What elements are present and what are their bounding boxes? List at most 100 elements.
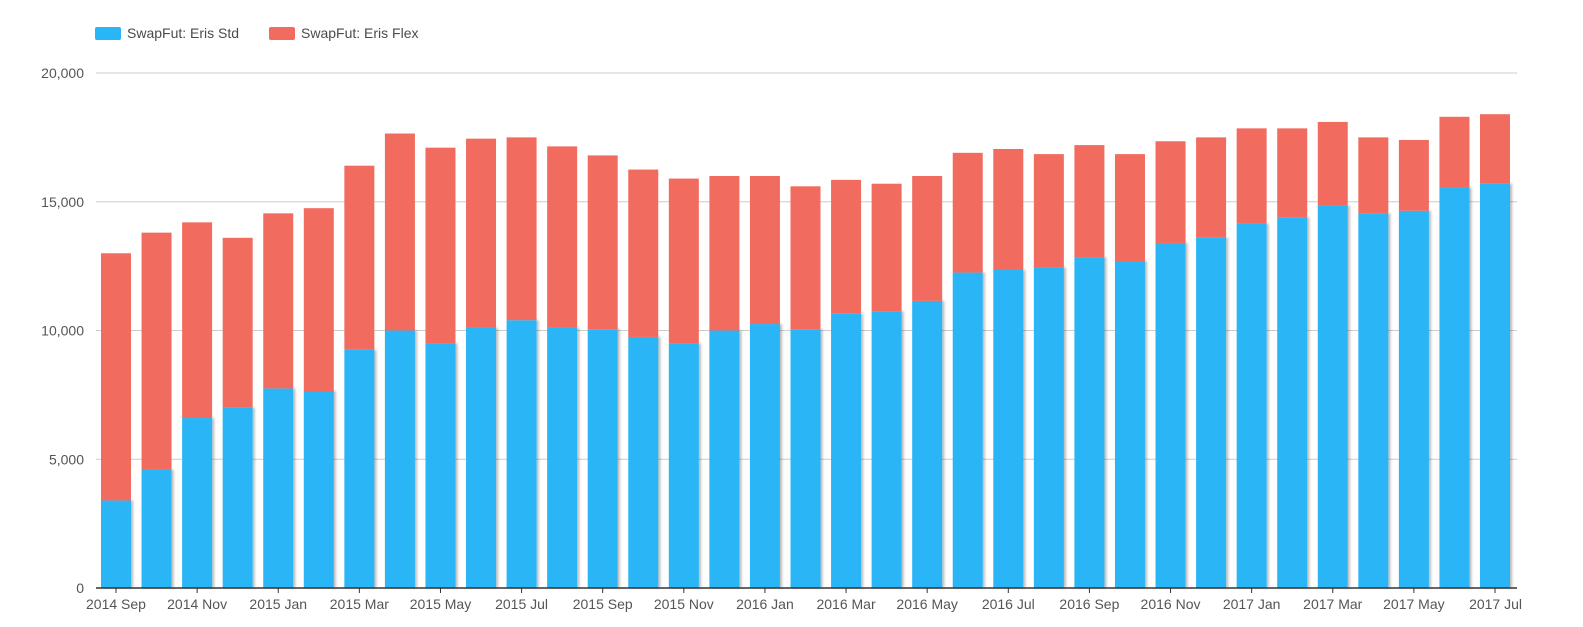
x-tick-label: 2017 Mar (1303, 596, 1362, 612)
x-tick-label: 2014 Nov (167, 596, 227, 612)
bar-segment-eris-flex (263, 213, 294, 389)
y-tick-label: 20,000 (41, 65, 84, 81)
legend-swatch-eris-flex (269, 26, 295, 40)
x-tick-label: 2015 May (410, 596, 471, 612)
bar-segment-eris-flex (182, 222, 213, 419)
bar-segment-eris-flex (1358, 137, 1389, 214)
bar-segment-eris-flex (384, 133, 415, 331)
bar-segment-eris-flex (547, 146, 578, 328)
bar-segment-eris-flex (709, 176, 740, 331)
x-tick-label: 2015 Sep (573, 596, 633, 612)
y-tick-label: 0 (76, 580, 84, 596)
bar-segment-eris-flex (1398, 139, 1429, 211)
bar-segment-eris-flex (1480, 114, 1510, 184)
bar-segment-eris-flex (668, 178, 699, 344)
bar-segment-eris-std (1196, 237, 1227, 589)
axis-layer: 0 5,000 10,000 15,000 20,000 2014 Sep 2014 Nov… (41, 65, 1522, 612)
legend-item-eris-flex[interactable]: SwapFut: Eris Flex (269, 24, 418, 42)
bar-segment-eris-flex (425, 147, 456, 344)
x-tick-label: 2016 May (896, 596, 957, 612)
bar-segment-eris-std (466, 327, 497, 588)
bar-segment-eris-std (993, 269, 1024, 588)
bar-segment-eris-std (182, 418, 213, 588)
x-tick-label: 2014 Sep (86, 596, 146, 612)
bar-segment-eris-flex (466, 138, 497, 328)
bar-segment-eris-std (1033, 267, 1064, 588)
legend-item-eris-std[interactable]: SwapFut: Eris Std (95, 24, 239, 42)
bar-segment-eris-flex (1074, 145, 1105, 258)
bar-segment-eris-std (709, 330, 740, 588)
bar-segment-eris-flex (790, 186, 821, 330)
bar-segment-eris-std (141, 469, 172, 588)
bar-segment-eris-flex (1196, 137, 1227, 238)
bar-segment-eris-std (587, 329, 618, 588)
bar-segment-eris-std (952, 272, 983, 588)
bar-segment-eris-std (749, 324, 780, 588)
bar-segment-eris-std (628, 336, 659, 588)
bar-segment-eris-std (912, 300, 943, 588)
bar-segment-eris-flex (1317, 121, 1348, 206)
bar-segment-eris-std (222, 407, 253, 588)
bar-segment-eris-std (1114, 260, 1145, 588)
x-tick-label: 2015 Jan (249, 596, 307, 612)
bar-segment-eris-std (506, 320, 537, 588)
x-tick-label: 2017 Jan (1223, 596, 1281, 612)
bar-segment-eris-std (384, 330, 415, 588)
bar-segment-eris-flex (628, 169, 659, 337)
bar-segment-eris-flex (1236, 128, 1267, 224)
bar-segment-eris-std (1277, 217, 1308, 588)
bar-segment-eris-flex (1155, 141, 1186, 243)
bar-segment-eris-flex (952, 152, 983, 273)
bar-segment-eris-flex (749, 176, 780, 325)
x-tick-label: 2016 Sep (1059, 596, 1119, 612)
bar-segment-eris-flex (101, 253, 131, 501)
bar-segment-eris-flex (303, 208, 334, 392)
bar-segment-eris-flex (1439, 116, 1470, 188)
bar-segment-eris-std (1317, 205, 1348, 589)
bar-segment-eris-std (1236, 223, 1267, 588)
x-tick-label: 2017 Jul (1469, 596, 1522, 612)
bar-segment-eris-flex (506, 137, 537, 321)
bar-segment-eris-flex (141, 232, 172, 470)
bar-segment-eris-std (344, 349, 375, 588)
x-tick-label: 2015 Jul (495, 596, 548, 612)
x-tick-label: 2016 Jul (982, 596, 1035, 612)
x-tick-label: 2016 Mar (816, 596, 875, 612)
bar-segment-eris-std (1358, 213, 1389, 588)
bar-segment-eris-flex (993, 148, 1024, 270)
bar-segment-eris-flex (587, 155, 618, 330)
bar-segment-eris-std (790, 329, 821, 588)
bar-segment-eris-std (1480, 183, 1510, 588)
x-tick-label: 2015 Mar (330, 596, 389, 612)
bar-segment-eris-std (303, 391, 334, 588)
x-tick-label: 2017 May (1383, 596, 1444, 612)
bar-segment-eris-std (547, 327, 578, 588)
y-tick-label: 5,000 (49, 451, 84, 467)
bar-segment-eris-std (101, 500, 131, 588)
bar-segment-eris-flex (871, 183, 902, 312)
bar-segment-eris-flex (831, 179, 862, 314)
legend-label-eris-std: SwapFut: Eris Std (127, 25, 240, 41)
legend-label-eris-flex: SwapFut: Eris Flex (301, 25, 419, 41)
y-tick-label: 10,000 (41, 323, 84, 339)
x-tick-label: 2016 Jan (736, 596, 794, 612)
bars-layer (101, 114, 1510, 589)
x-tick-label: 2015 Nov (654, 596, 714, 612)
bar-segment-eris-std (263, 388, 294, 588)
bar-segment-eris-std (871, 311, 902, 588)
x-tick-label: 2016 Nov (1141, 596, 1201, 612)
bar-segment-eris-std (1155, 242, 1186, 588)
bar-segment-eris-std (1398, 210, 1429, 588)
y-tick-label: 15,000 (41, 194, 84, 210)
bar-segment-eris-std (1074, 257, 1105, 588)
bar-segment-eris-std (668, 343, 699, 588)
bar-segment-eris-flex (222, 237, 253, 408)
bar-segment-eris-flex (1033, 154, 1064, 268)
bar-segment-eris-std (1439, 187, 1470, 588)
bar-segment-eris-std (425, 343, 456, 588)
bar-segment-eris-std (831, 313, 862, 588)
bar-segment-eris-flex (1114, 154, 1145, 261)
bar-segment-eris-flex (1277, 128, 1308, 218)
